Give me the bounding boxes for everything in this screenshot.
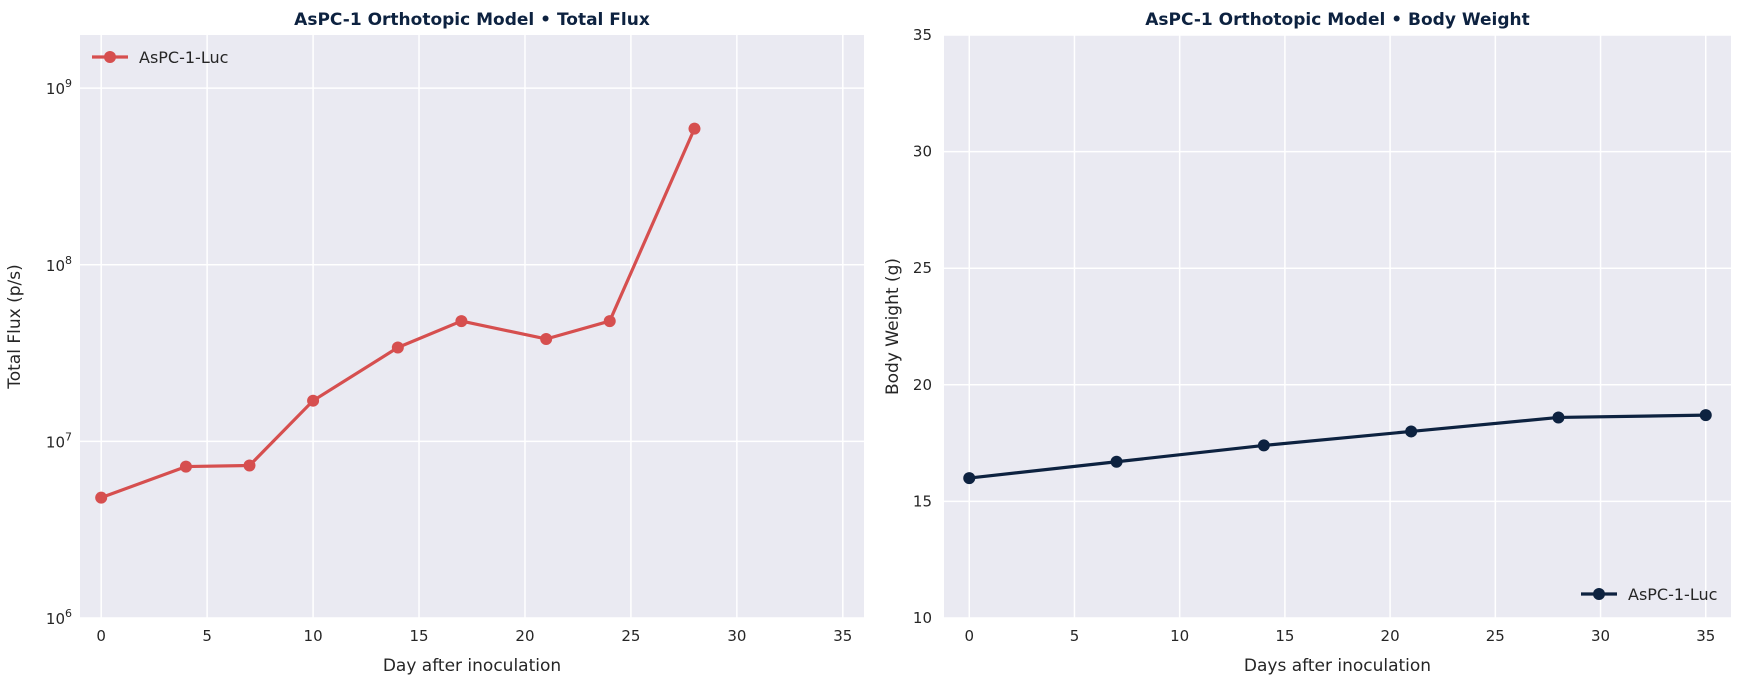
chart-2: 0 5 10 15 20 25 30 35 10 15 20 25 30 35 AsPC-1 Orthoto… bbox=[883, 10, 1731, 676]
y-tick-exponent: 8 bbox=[65, 254, 72, 267]
x-tick-label: 35 bbox=[1696, 627, 1715, 645]
y-tick-label: 30 bbox=[913, 143, 932, 161]
y-tick-exponent: 7 bbox=[65, 430, 72, 443]
data-point bbox=[307, 394, 320, 407]
series-line bbox=[969, 413, 1706, 480]
data-point bbox=[1552, 411, 1565, 424]
x-tick-label: 20 bbox=[515, 627, 534, 645]
x-tick-label: 5 bbox=[1070, 627, 1080, 645]
data-point bbox=[179, 460, 192, 473]
y-tick-label: 25 bbox=[913, 259, 932, 277]
data-point bbox=[1699, 409, 1712, 422]
legend-label: AsPC-1-Luc bbox=[139, 48, 228, 67]
x-tick-label: 20 bbox=[1381, 627, 1400, 645]
x-tick-label: 25 bbox=[1486, 627, 1505, 645]
legend-label: AsPC-1-Luc bbox=[1628, 585, 1717, 604]
x-tick-label: 5 bbox=[202, 627, 212, 645]
data-point bbox=[1110, 455, 1123, 468]
data-point bbox=[243, 459, 256, 472]
x-tick-label: 30 bbox=[727, 627, 746, 645]
chart-title: AsPC-1 Orthotopic Model • Total Flux bbox=[294, 10, 650, 30]
y-axis-label: Body Weight (g) bbox=[883, 258, 903, 395]
y-tick-base: 10 bbox=[46, 257, 65, 275]
data-point bbox=[455, 315, 468, 328]
y-tick-label: 106 bbox=[46, 607, 72, 628]
y-axis-label: Total Flux (p/s) bbox=[5, 264, 25, 390]
data-point bbox=[391, 341, 404, 354]
x-tick-label: 35 bbox=[833, 627, 852, 645]
y-tick-exponent: 6 bbox=[65, 607, 72, 620]
data-point bbox=[688, 122, 701, 135]
data-point bbox=[603, 315, 616, 328]
data-point bbox=[1405, 425, 1418, 438]
x-axis-label: Days after inoculation bbox=[1244, 656, 1431, 676]
data-point bbox=[963, 472, 976, 485]
plot-area bbox=[80, 35, 864, 618]
chart-title: AsPC-1 Orthotopic Model • Body Weight bbox=[1145, 10, 1529, 30]
y-tick-base: 10 bbox=[46, 80, 65, 98]
y-tick-label: 20 bbox=[913, 376, 932, 394]
y-tick-label: 10 bbox=[913, 609, 932, 627]
y-tick-label: 109 bbox=[46, 77, 72, 98]
legend-marker bbox=[1593, 588, 1605, 600]
plot-area bbox=[944, 35, 1731, 618]
data-point bbox=[95, 491, 108, 504]
y-tick-label: 107 bbox=[46, 430, 72, 451]
data-point bbox=[1257, 439, 1270, 452]
x-tick-label: 10 bbox=[304, 627, 323, 645]
y-tick-label: 15 bbox=[913, 492, 932, 510]
data-point bbox=[540, 332, 553, 345]
x-axis-label: Day after inoculation bbox=[383, 656, 561, 676]
y-tick-base: 10 bbox=[46, 433, 65, 451]
x-tick-label: 15 bbox=[409, 627, 428, 645]
y-tick-exponent: 9 bbox=[65, 77, 72, 90]
x-tick-label: 10 bbox=[1170, 627, 1189, 645]
y-tick-base: 10 bbox=[46, 610, 65, 628]
y-tick-label: 108 bbox=[46, 254, 72, 275]
legend-marker bbox=[104, 51, 116, 63]
x-tick-label: 15 bbox=[1275, 627, 1294, 645]
x-tick-label: 0 bbox=[96, 627, 106, 645]
x-tick-label: 0 bbox=[964, 627, 974, 645]
x-tick-label: 25 bbox=[621, 627, 640, 645]
y-tick-label: 35 bbox=[913, 26, 932, 44]
x-tick-label: 30 bbox=[1591, 627, 1610, 645]
